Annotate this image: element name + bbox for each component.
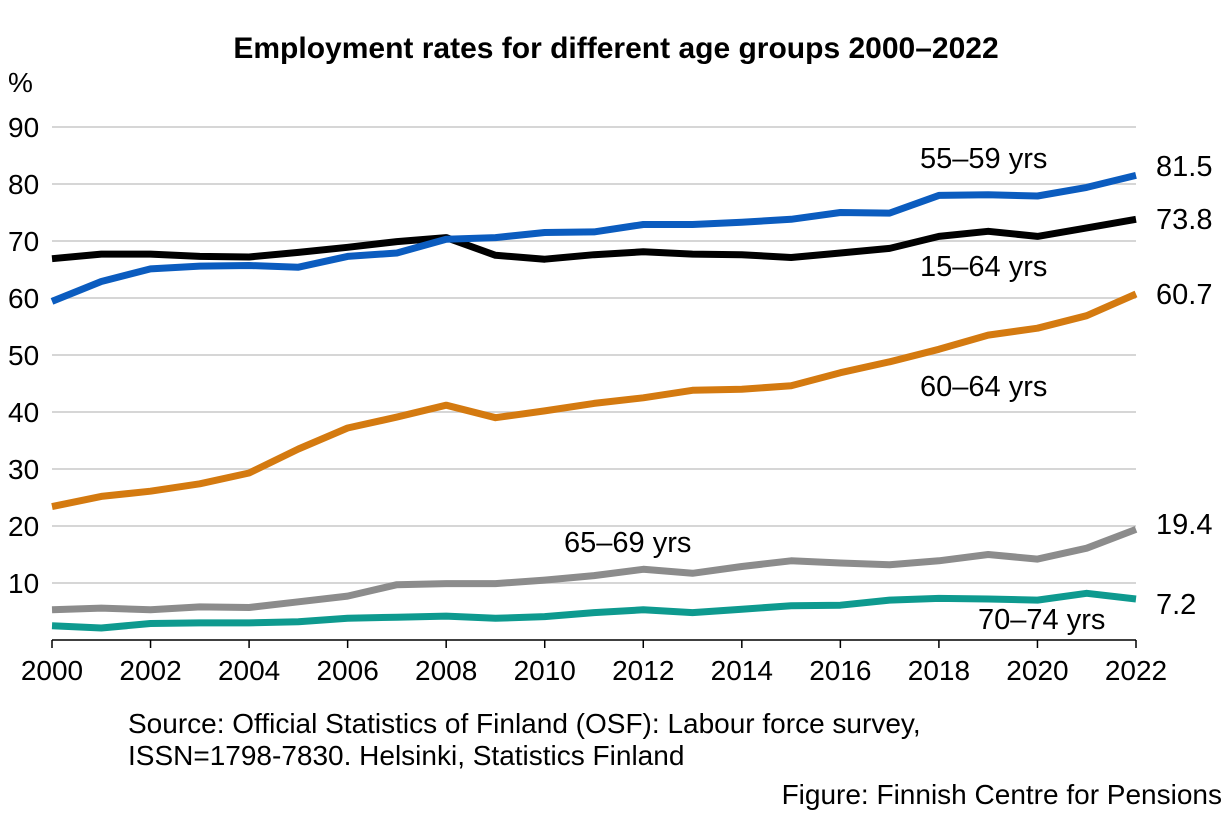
- x-tick-label: 2000: [21, 655, 83, 686]
- figure-credit: Figure: Finnish Centre for Pensions: [782, 779, 1222, 810]
- end-value-65-69: 19.4: [1156, 509, 1212, 541]
- series-label-70-74: 70–74 yrs: [978, 604, 1105, 636]
- x-tick-label: 2006: [316, 655, 378, 686]
- series-label-60-64: 60–64 yrs: [920, 371, 1047, 403]
- end-value-15-64: 73.8: [1156, 204, 1212, 236]
- series-line-70-74: [51, 589, 1137, 632]
- series-line-65-69: [51, 526, 1138, 614]
- series-label-15-64: 15–64 yrs: [920, 251, 1047, 283]
- y-tick-label: 60: [8, 283, 39, 314]
- series-label-55-59: 55–59 yrs: [920, 143, 1047, 175]
- gridlines: [52, 126, 1136, 584]
- y-tick-label: 50: [8, 340, 39, 371]
- y-tick-label: 10: [8, 568, 39, 599]
- series-label-65-69: 65–69 yrs: [564, 527, 691, 559]
- y-tick-label: 40: [8, 397, 39, 428]
- axes: [51, 639, 1137, 648]
- series-lines: [50, 171, 1138, 632]
- series-line-15-64: [51, 215, 1137, 263]
- y-tick-label: 20: [8, 511, 39, 542]
- x-tick-label: 2012: [612, 655, 674, 686]
- y-tick-label: 90: [8, 112, 39, 143]
- y-tick-labels: 10 20 30 40 50 60 70 80 90: [8, 112, 39, 599]
- y-tick-label: 30: [8, 454, 39, 485]
- source-note-line2: ISSN=1798-7830. Helsinki, Statistics Fin…: [128, 740, 684, 771]
- chart-title: Employment rates for different age group…: [233, 32, 998, 65]
- series-line-60-64: [51, 290, 1138, 511]
- x-tick-label: 2004: [218, 655, 280, 686]
- x-tick-label: 2022: [1105, 655, 1167, 686]
- end-value-60-64: 60.7: [1156, 279, 1212, 311]
- end-value-55-59: 81.5: [1156, 151, 1212, 183]
- x-tick-label: 2010: [514, 655, 576, 686]
- x-tick-label: 2020: [1006, 655, 1068, 686]
- y-tick-label: 70: [8, 226, 39, 257]
- x-tick-label: 2014: [711, 655, 773, 686]
- x-tick-label: 2018: [908, 655, 970, 686]
- x-tick-label: 2008: [415, 655, 477, 686]
- x-tick-label: 2016: [809, 655, 871, 686]
- y-axis-unit-label: %: [8, 67, 33, 98]
- end-value-70-74: 7.2: [1156, 589, 1196, 621]
- x-tick-labels: 2000 2002 2004 2006 2008 2010 2012 2014 2016 2018…: [21, 655, 1167, 686]
- source-note-line1: Source: Official Statistics of Finland (…: [128, 708, 921, 739]
- x-tick-label: 2002: [119, 655, 181, 686]
- y-tick-label: 80: [8, 169, 39, 200]
- series-line-55-59: [50, 171, 1137, 305]
